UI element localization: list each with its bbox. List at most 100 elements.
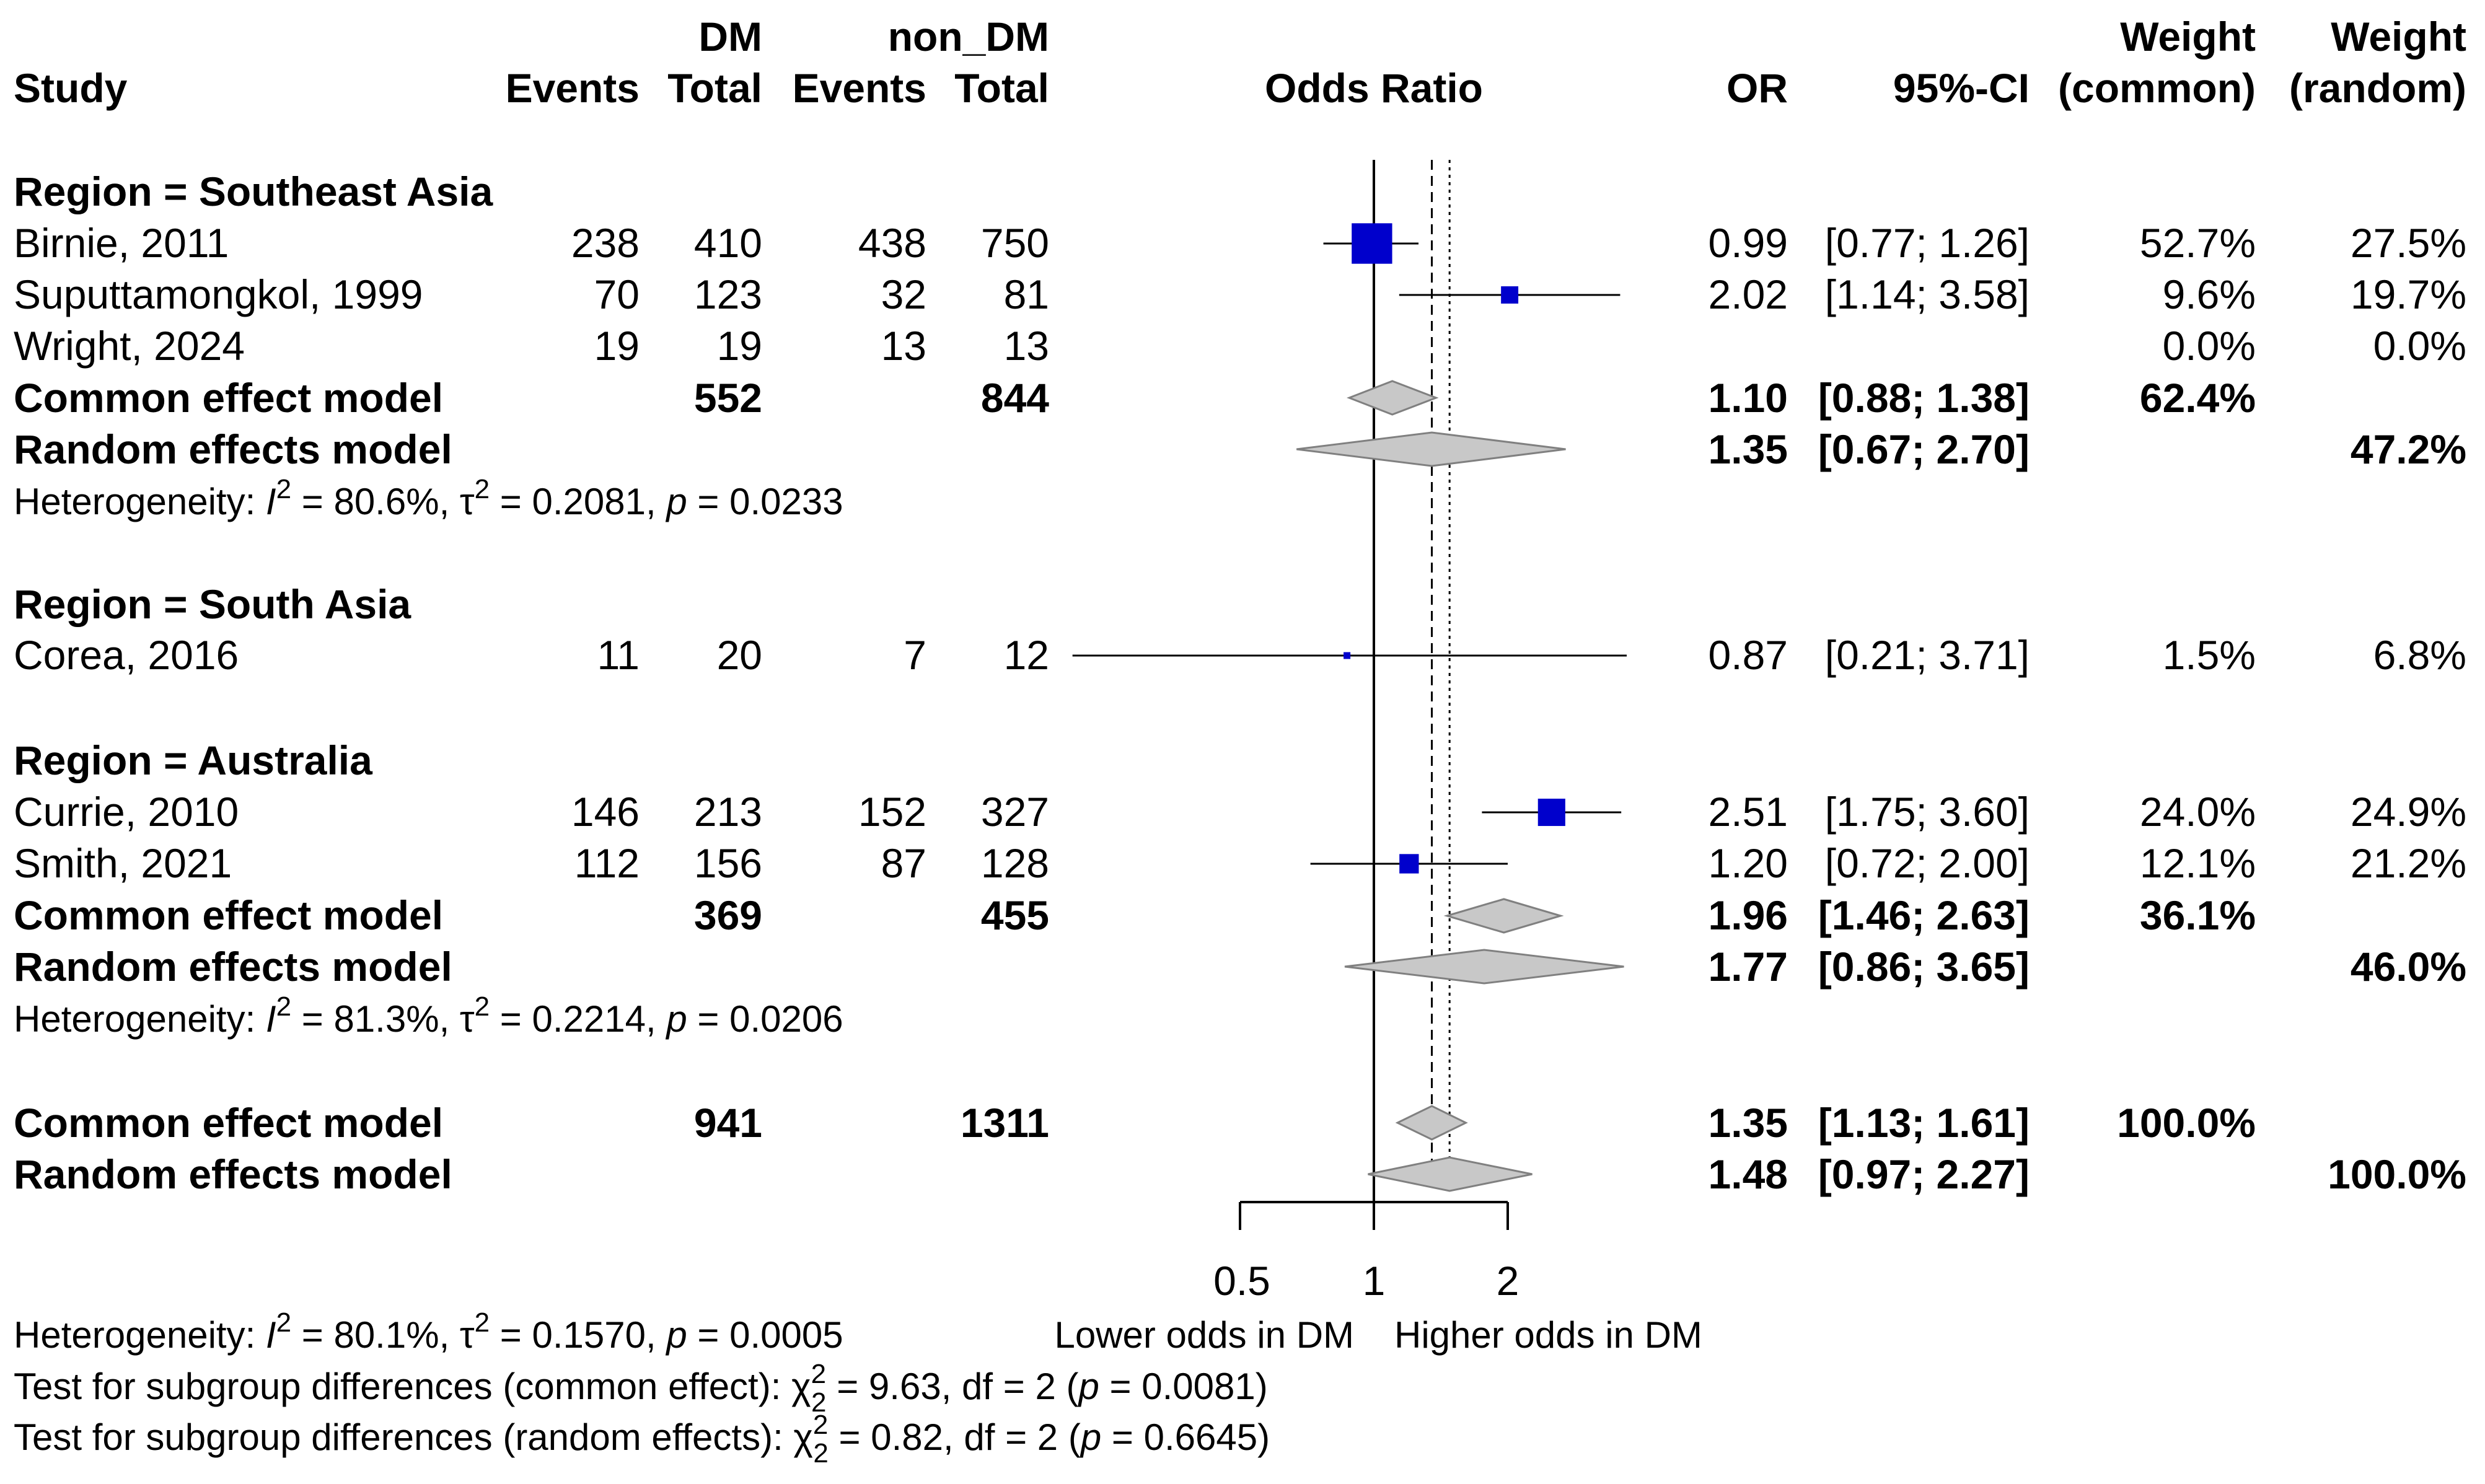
weight-random: 0.0% [2373,323,2466,369]
ci-value: [0.21; 3.71] [1825,632,2030,678]
summary-label: Random effects model [14,1151,452,1197]
or-value: 0.87 [1709,632,1788,678]
summary-row-overall-common: Common effect model 941 1311 1.35 [1.13;… [14,1100,2256,1146]
study-row-birnie: Birnie, 2011 238 410 438 750 0.99 [0.77;… [14,220,2466,266]
summary-label: Common effect model [14,892,443,938]
weight-common: 100.0% [2117,1100,2256,1146]
nondm-total: 13 [1004,323,1049,369]
axis-tick-label-0.5: 0.5 [1213,1258,1270,1304]
heterogeneity-australia: Heterogeneity: I2 = 81.3%, τ2 = 0.2214, … [14,991,843,1040]
effect-square-birnie-2011 [1352,223,1392,264]
weight-common: 24.0% [2140,789,2256,835]
study-name: Corea, 2016 [14,632,239,678]
nondm-total: 327 [981,789,1049,835]
nondm-total: 750 [981,220,1049,266]
dm-total: 19 [717,323,762,369]
summary-diamond-sea-random [1296,431,1566,467]
summary-diamond-sea-common [1347,380,1439,416]
weight-random: 6.8% [2373,632,2466,678]
dm-events: 238 [571,220,640,266]
nondm-events: 13 [881,323,926,369]
study-row-wright: Wright, 2024 19 19 13 13 0.0% 0.0% [14,323,2466,369]
weight-random: 19.7% [2351,271,2466,317]
nondm-events: 32 [881,271,926,317]
nondm-events: 152 [858,789,926,835]
nondm-total: 81 [1004,271,1049,317]
summary-label: Random effects model [14,944,452,990]
group-title-australia: Region = Australia [14,737,373,783]
header-study: Study [14,65,128,111]
or-value: 0.99 [1709,220,1788,266]
weight-random: 100.0% [2328,1151,2466,1197]
summary-row-australia-random: Random effects model 1.77 [0.86; 3.65] 4… [14,944,2466,990]
test-subgroup-random: Test for subgroup differences (random ef… [14,1410,1270,1469]
header-random: (random) [2289,65,2466,111]
or-value: 1.20 [1709,840,1788,886]
ci-value: [0.72; 2.00] [1825,840,2030,886]
ci-value: [1.75; 3.60] [1825,789,2030,835]
ci-value: [1.13; 1.61] [1818,1100,2030,1146]
dm-events: 112 [574,840,640,886]
ci-value: [1.14; 3.58] [1825,271,2030,317]
ci-value: [0.86; 3.65] [1818,944,2030,990]
header-weight-random: Weight [2331,14,2466,59]
or-value: 2.51 [1709,789,1788,835]
axis-label-higher-odds: Higher odds in DM [1394,1314,1702,1356]
summary-diamond-australia-random [1344,949,1624,985]
nondm-total: 128 [981,840,1049,886]
axis-tick-label-2: 2 [1497,1258,1520,1304]
header-odds-ratio: Odds Ratio [1265,65,1483,111]
summary-row-overall-random: Random effects model 1.48 [0.97; 2.27] 1… [14,1151,2466,1197]
forest-plot-marks [1072,160,1627,1230]
weight-common: 36.1% [2140,892,2256,938]
dm-events: 19 [594,323,640,369]
dm-total: 369 [694,892,762,938]
nondm-events: 87 [881,840,926,886]
summary-diamond-australia-common [1443,898,1564,934]
dm-total: 213 [694,789,762,835]
or-value: 1.35 [1709,1100,1788,1146]
effect-square-currie-2010 [1537,798,1565,827]
study-row-corea: Corea, 2016 11 20 7 12 0.87 [0.21; 3.71]… [14,632,2466,678]
dm-total: 410 [694,220,762,266]
ci-value: [0.77; 1.26] [1825,220,2030,266]
weight-random: 46.0% [2351,944,2466,990]
header-dm: DM [698,14,762,59]
heterogeneity-southeast-asia: Heterogeneity: I2 = 80.6%, τ2 = 0.2081, … [14,474,843,522]
nondm-total: 455 [981,892,1049,938]
study-name: Smith, 2021 [14,840,232,886]
ci-value: [0.97; 2.27] [1818,1151,2030,1197]
ci-value: [0.67; 2.70] [1818,426,2030,472]
heterogeneity-overall: Heterogeneity: I2 = 80.1%, τ2 = 0.1570, … [14,1307,843,1356]
dm-total: 20 [717,632,762,678]
effect-square-smith-2021 [1399,854,1419,874]
or-value: 1.35 [1709,426,1788,472]
nondm-total: 12 [1004,632,1049,678]
study-name: Wright, 2024 [14,323,245,369]
header-non-dm: non_DM [888,14,1049,59]
header-dm-events: Events [506,65,640,111]
study-row-currie: Currie, 2010 146 213 152 327 2.51 [1.75;… [14,789,2466,835]
group-title-south-asia: Region = South Asia [14,581,411,627]
weight-common: 52.7% [2140,220,2256,266]
ci-value: [1.46; 2.63] [1818,892,2030,938]
nondm-events: 7 [904,632,926,678]
effect-square-corea-2016 [1344,652,1351,659]
weight-random: 21.2% [2351,840,2466,886]
header-ci: 95%-CI [1893,65,2030,111]
header-common: (common) [2058,65,2256,111]
summary-label: Common effect model [14,375,443,421]
nondm-total: 1311 [961,1100,1049,1146]
weight-random: 27.5% [2351,220,2466,266]
or-value: 1.96 [1709,892,1788,938]
dm-total: 123 [694,271,762,317]
summary-row-sea-common: Common effect model 552 844 1.10 [0.88; … [14,375,2256,421]
header-or: OR [1726,65,1788,111]
effect-square-suputtamongkol-1999 [1501,286,1519,304]
dm-events: 70 [594,271,640,317]
or-value: 1.48 [1709,1151,1788,1197]
header-weight-common: Weight [2120,14,2256,59]
dm-total: 941 [694,1100,762,1146]
summary-row-australia-common: Common effect model 369 455 1.96 [1.46; … [14,892,2256,938]
